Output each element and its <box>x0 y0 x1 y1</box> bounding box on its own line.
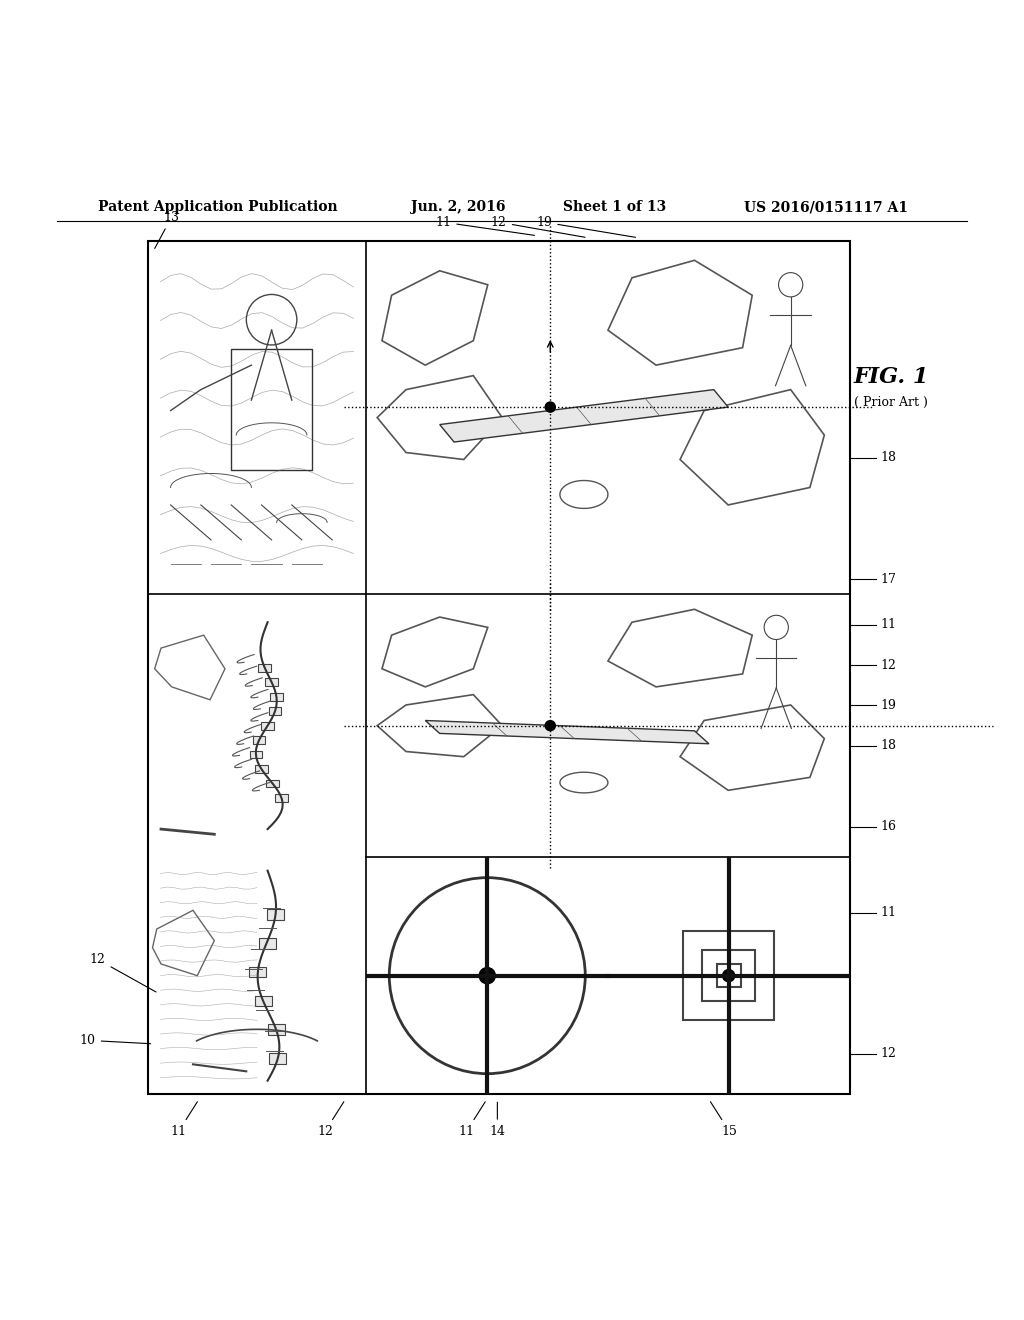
Bar <box>717 964 740 987</box>
Circle shape <box>723 970 735 982</box>
Polygon shape <box>560 772 608 793</box>
Text: 18: 18 <box>881 739 897 752</box>
Polygon shape <box>382 616 487 686</box>
Text: FIG. 1: FIG. 1 <box>853 366 929 388</box>
Bar <box>255 995 271 1006</box>
Text: 12: 12 <box>90 953 156 993</box>
Text: 15: 15 <box>711 1102 737 1138</box>
Text: 14: 14 <box>489 1102 506 1138</box>
Text: 12: 12 <box>490 215 585 238</box>
Text: 11: 11 <box>881 906 897 919</box>
Text: 13: 13 <box>155 211 179 248</box>
Bar <box>269 1053 286 1064</box>
Polygon shape <box>377 694 502 756</box>
Circle shape <box>389 878 586 1073</box>
Text: Jun. 2, 2016: Jun. 2, 2016 <box>411 201 506 214</box>
Circle shape <box>247 294 297 345</box>
Text: 12: 12 <box>317 1102 344 1138</box>
Polygon shape <box>155 635 225 700</box>
Text: 11: 11 <box>171 1102 198 1138</box>
Circle shape <box>778 273 803 297</box>
Bar <box>250 751 262 759</box>
Polygon shape <box>560 480 608 508</box>
Text: Sheet 1 of 13: Sheet 1 of 13 <box>562 201 666 214</box>
Bar <box>266 780 279 788</box>
Text: 19: 19 <box>537 215 636 238</box>
Text: 19: 19 <box>881 700 897 711</box>
Polygon shape <box>377 376 502 459</box>
Text: 18: 18 <box>881 451 897 465</box>
Bar <box>268 1024 285 1035</box>
Text: Patent Application Publication: Patent Application Publication <box>98 201 338 214</box>
Circle shape <box>545 403 555 412</box>
Polygon shape <box>608 610 753 686</box>
Bar <box>275 795 288 803</box>
Text: US 2016/0151117 A1: US 2016/0151117 A1 <box>744 201 908 214</box>
Polygon shape <box>439 389 728 442</box>
Text: 11: 11 <box>881 618 897 631</box>
Bar <box>702 950 755 1002</box>
Bar <box>270 693 283 701</box>
Circle shape <box>545 721 555 731</box>
Text: 11: 11 <box>459 1102 485 1138</box>
Bar <box>267 909 285 920</box>
Polygon shape <box>608 260 753 366</box>
Polygon shape <box>680 705 824 791</box>
Text: 17: 17 <box>881 573 897 586</box>
Bar <box>231 348 312 470</box>
Bar <box>268 708 282 715</box>
Bar <box>253 737 265 744</box>
Bar <box>148 240 850 1094</box>
Text: ( Prior Art ): ( Prior Art ) <box>854 396 928 409</box>
Text: 12: 12 <box>881 659 897 672</box>
Polygon shape <box>153 911 214 975</box>
Circle shape <box>764 615 788 639</box>
Text: 10: 10 <box>80 1034 151 1047</box>
Bar <box>258 939 275 949</box>
Bar <box>683 932 774 1020</box>
Text: 11: 11 <box>435 215 535 235</box>
Polygon shape <box>680 389 824 506</box>
Bar <box>265 678 279 686</box>
Bar <box>250 966 266 977</box>
Bar <box>255 766 268 774</box>
Circle shape <box>479 968 496 983</box>
Bar <box>258 664 271 672</box>
Bar <box>261 722 274 730</box>
Polygon shape <box>425 721 709 743</box>
Text: 12: 12 <box>881 1048 897 1060</box>
Polygon shape <box>382 271 487 366</box>
Text: 16: 16 <box>881 820 897 833</box>
